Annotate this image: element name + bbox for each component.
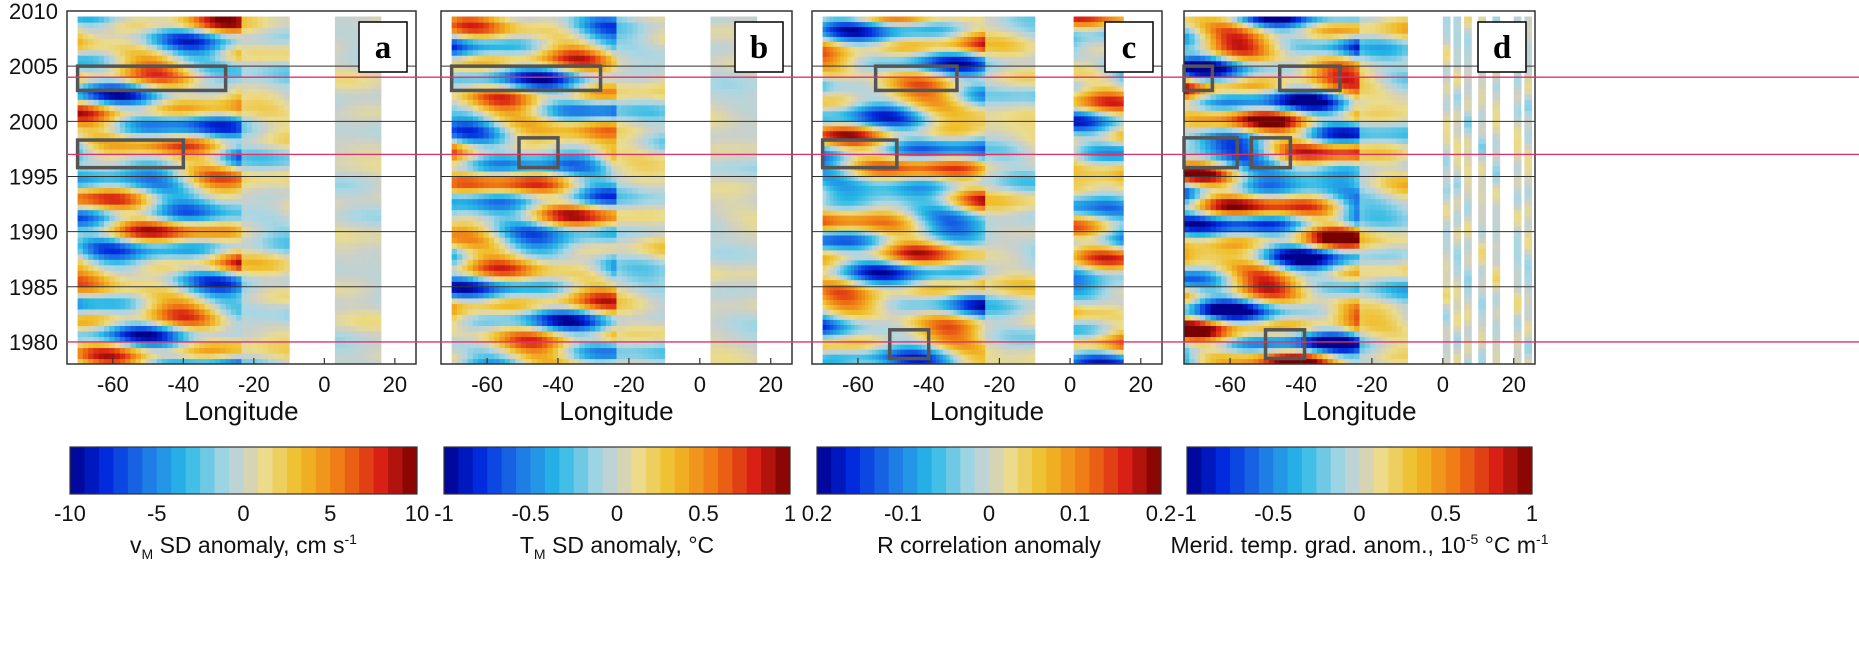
highlight-box-d-1 — [1277, 64, 1342, 93]
colorbar-frame-c — [816, 446, 1162, 495]
colorbar-tick-a-1: -5 — [147, 501, 167, 526]
x-tick-label-b-4: 20 — [758, 372, 782, 397]
colorbar-frame-a — [69, 446, 418, 495]
y-tick-label-1990: 1990 — [9, 220, 58, 245]
panel-label-a: a — [375, 30, 392, 66]
colorbar-tick-c-3: 0.1 — [1060, 501, 1091, 526]
panel-c-frame — [811, 10, 1163, 365]
y-tick-label-1985: 1985 — [9, 275, 58, 300]
highlight-box-a-0 — [75, 64, 228, 93]
colorbar-label-c: R correlation anomaly — [877, 532, 1101, 558]
highlight-box-d-2 — [1182, 136, 1239, 170]
x-tick-label-a-1: -40 — [167, 372, 199, 397]
colorbar-tick-b-2: 0 — [611, 501, 623, 526]
panel-label-b: b — [750, 30, 768, 66]
x-tick-label-c-4: 20 — [1129, 372, 1153, 397]
colorbar-tick-c-2: 0 — [983, 501, 995, 526]
colorbar-tick-b-3: 0.5 — [688, 501, 719, 526]
x-tick-label-a-2: -20 — [238, 372, 270, 397]
panel-b: -60 -40 -20 0 20 Longitude b — [440, 10, 793, 426]
colorbar-label-b: TM SD anomaly, °C — [520, 532, 714, 562]
panel-a-frame — [66, 10, 417, 365]
colorbar-tick-b-4: 1 — [784, 501, 796, 526]
colorbar-a: -10 -5 0 5 10 vM SD anomaly, cm s-1 — [54, 446, 429, 562]
x-axis-label-a: Longitude — [184, 396, 298, 426]
x-tick-label-d-4: 20 — [1501, 372, 1525, 397]
x-tick-label-c-1: -40 — [913, 372, 945, 397]
x-tick-label-c-0: -60 — [842, 372, 874, 397]
highlight-box-d-3 — [1249, 136, 1293, 170]
x-axis-label-b: Longitude — [559, 396, 673, 426]
x-axis-label-d: Longitude — [1302, 396, 1416, 426]
panel-label-c: c — [1122, 30, 1137, 66]
colorbar-d: -1 -0.5 0 0.5 1 Merid. temp. grad. anom., 10-… — [1171, 446, 1549, 558]
x-tick-label-a-3: 0 — [318, 372, 330, 397]
x-tick-label-a-0: -60 — [97, 372, 129, 397]
highlight-box-b-1 — [517, 136, 560, 170]
x-tick-label-d-1: -40 — [1285, 372, 1317, 397]
colorbar-tick-a-4: 10 — [405, 501, 429, 526]
colorbar-tick-d-4: 1 — [1526, 501, 1538, 526]
panel-label-box-b — [734, 21, 784, 73]
panel-d: -60 -40 -20 0 20 Longitude d — [1182, 10, 1536, 426]
x-tick-label-b-0: -60 — [471, 372, 503, 397]
panel-label-box-c — [1104, 21, 1154, 73]
colorbar-tick-a-0: -10 — [54, 501, 86, 526]
x-tick-label-c-2: -20 — [983, 372, 1015, 397]
highlight-box-d-0 — [1182, 64, 1215, 93]
colorbar-label-a: vM SD anomaly, cm s-1 — [130, 531, 357, 562]
panel-label-d: d — [1493, 30, 1511, 66]
highlight-box-c-2 — [888, 328, 931, 361]
y-tick-label-2005: 2005 — [9, 54, 58, 79]
x-tick-label-b-1: -40 — [542, 372, 574, 397]
colorbar-tick-d-0: -1 — [1177, 501, 1197, 526]
colorbar-label-d: Merid. temp. grad. anom., 10-5 °C m-1 — [1171, 531, 1549, 558]
colorbar-tick-a-2: 0 — [237, 501, 249, 526]
y-tick-label-1995: 1995 — [9, 164, 58, 189]
colorbar-b: -1 -0.5 0 0.5 1 TM SD anomaly, °C — [434, 446, 796, 562]
colorbar-tick-d-3: 0.5 — [1430, 501, 1461, 526]
heatmap-d — [1184, 16, 1533, 364]
colorbar-tick-b-0: -1 — [434, 501, 454, 526]
panel-c: -60 -40 -20 0 20 Longitude c — [811, 10, 1163, 426]
x-tick-label-d-2: -20 — [1356, 372, 1388, 397]
heatmap-a — [77, 16, 382, 364]
x-tick-label-b-2: -20 — [613, 372, 645, 397]
panel-a: -60 -40 -20 0 20 Longitude a — [66, 10, 417, 426]
colorbar-frame-d — [1186, 446, 1533, 495]
colorbar-tick-c-0: 0.2 — [802, 501, 833, 526]
highlight-box-c-0 — [873, 64, 959, 93]
colorbar-tick-c-1: -0.1 — [884, 501, 922, 526]
colorbar-frame-b — [443, 446, 791, 495]
colorbar-tick-b-1: -0.5 — [512, 501, 550, 526]
colorbar-tick-d-2: 0 — [1353, 501, 1365, 526]
panel-label-box-d — [1477, 21, 1527, 73]
highlight-box-b-0 — [449, 64, 603, 93]
panel-d-frame — [1183, 10, 1536, 365]
x-tick-label-d-3: 0 — [1437, 372, 1449, 397]
panel-label-box-a — [358, 21, 408, 73]
y-tick-label-2010: 2010 — [9, 0, 58, 24]
x-tick-label-c-3: 0 — [1064, 372, 1076, 397]
panel-b-frame — [440, 10, 793, 365]
colorbar-c: 0.2 -0.1 0 0.1 0.2 R correlation anomaly — [802, 446, 1177, 558]
x-tick-label-d-0: -60 — [1214, 372, 1246, 397]
x-axis-label-c: Longitude — [930, 396, 1044, 426]
colorbar-tick-a-3: 5 — [324, 501, 336, 526]
heatmap-c — [822, 16, 1124, 364]
highlight-box-d-4 — [1263, 328, 1307, 361]
x-tick-label-b-3: 0 — [694, 372, 706, 397]
colorbar-tick-d-1: -0.5 — [1254, 501, 1292, 526]
x-tick-label-a-4: 20 — [383, 372, 407, 397]
colorbar-tick-c-4: 0.2 — [1146, 501, 1177, 526]
y-tick-label-1980: 1980 — [9, 330, 58, 355]
y-tick-label-2000: 2000 — [9, 109, 58, 134]
heatmap-b — [451, 16, 758, 364]
